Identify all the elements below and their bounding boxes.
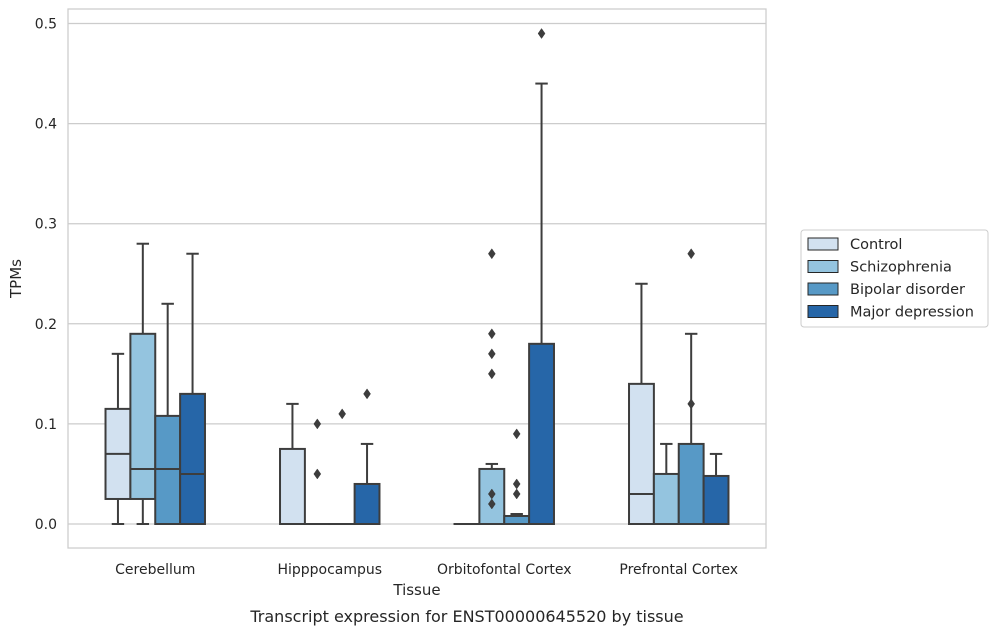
legend-swatch — [807, 282, 839, 296]
outlier-point — [687, 248, 695, 260]
box-iqr — [702, 474, 730, 525]
box-plot-element — [528, 28, 555, 525]
box-groups — [104, 28, 730, 526]
y-tick-label: 0.1 — [35, 417, 57, 433]
outlier-point — [488, 348, 496, 360]
box-iqr — [528, 342, 555, 525]
box-iqr — [652, 472, 680, 526]
legend-label: Bipolar disorder — [850, 282, 965, 298]
box-plot-element — [702, 452, 730, 525]
plot-area-frame — [67, 8, 767, 549]
x-axis-ticks: Cerebellum Hipppocampus Orbitofontal Corte… — [115, 562, 738, 578]
y-tick-label: 0.4 — [35, 117, 57, 133]
outlier-point — [512, 428, 521, 440]
chart-caption: Transcript expression for ENST0000064552… — [249, 607, 683, 626]
outlier-point — [687, 398, 695, 410]
legend-label: Major depression — [850, 305, 974, 321]
box-plot-element — [154, 302, 182, 525]
x-tick-label: Prefrontal Cortex — [619, 562, 738, 578]
outlier-point — [313, 468, 322, 480]
legend-swatch — [807, 260, 839, 273]
box-plot-element — [279, 402, 306, 525]
y-tick-label: 0.5 — [35, 17, 57, 33]
box-plot-element — [303, 418, 331, 526]
y-axis-label: TPMs — [7, 259, 25, 299]
outlier-point — [488, 328, 496, 340]
box-plot-element — [179, 252, 206, 525]
box-plot-element — [478, 248, 506, 526]
box-plot-element — [104, 352, 132, 525]
outlier-point — [488, 488, 496, 500]
y-tick-label: 0.2 — [35, 317, 57, 333]
box-iqr — [154, 414, 182, 525]
box-plot-element — [129, 242, 157, 525]
box-iqr — [179, 392, 206, 525]
outlier-point — [512, 488, 521, 500]
x-tick-label: Orbitofontal Cortex — [437, 562, 572, 578]
box-plot-element — [652, 442, 680, 526]
outlier-point — [488, 248, 496, 260]
x-axis-label: Tissue — [392, 581, 440, 599]
box-iqr — [353, 482, 381, 525]
y-axis-ticks: 0.0 0.1 0.2 0.3 0.4 0.5 — [35, 17, 57, 534]
box-plot-element — [328, 408, 356, 526]
box-iqr — [279, 447, 306, 525]
x-tick-label: Hipppocampus — [277, 562, 382, 578]
box-iqr — [677, 442, 705, 526]
box-plot-element — [503, 428, 531, 526]
box-iqr — [129, 332, 157, 500]
outlier-point — [537, 28, 546, 39]
legend: Control Schizophrenia Bipolar disorder Majo… — [800, 229, 989, 328]
outlier-point — [363, 388, 371, 400]
box-iqr — [628, 382, 655, 525]
x-tick-label: Cerebellum — [115, 562, 195, 578]
outlier-point — [488, 498, 496, 510]
box-plot-element — [353, 388, 381, 525]
legend-swatch — [807, 237, 839, 251]
legend-label: Control — [850, 237, 902, 253]
outlier-point — [512, 478, 521, 490]
box-iqr — [503, 514, 531, 526]
outlier-point — [488, 368, 496, 380]
outlier-point — [313, 418, 322, 430]
y-tick-label: 0.0 — [35, 517, 57, 533]
legend-swatch — [807, 305, 839, 318]
y-tick-label: 0.3 — [35, 217, 57, 233]
box-plot-element — [628, 282, 655, 525]
outlier-point — [338, 408, 346, 420]
legend-label: Schizophrenia — [850, 260, 952, 276]
legend-frame — [800, 229, 989, 328]
box-plot-element — [677, 248, 705, 526]
